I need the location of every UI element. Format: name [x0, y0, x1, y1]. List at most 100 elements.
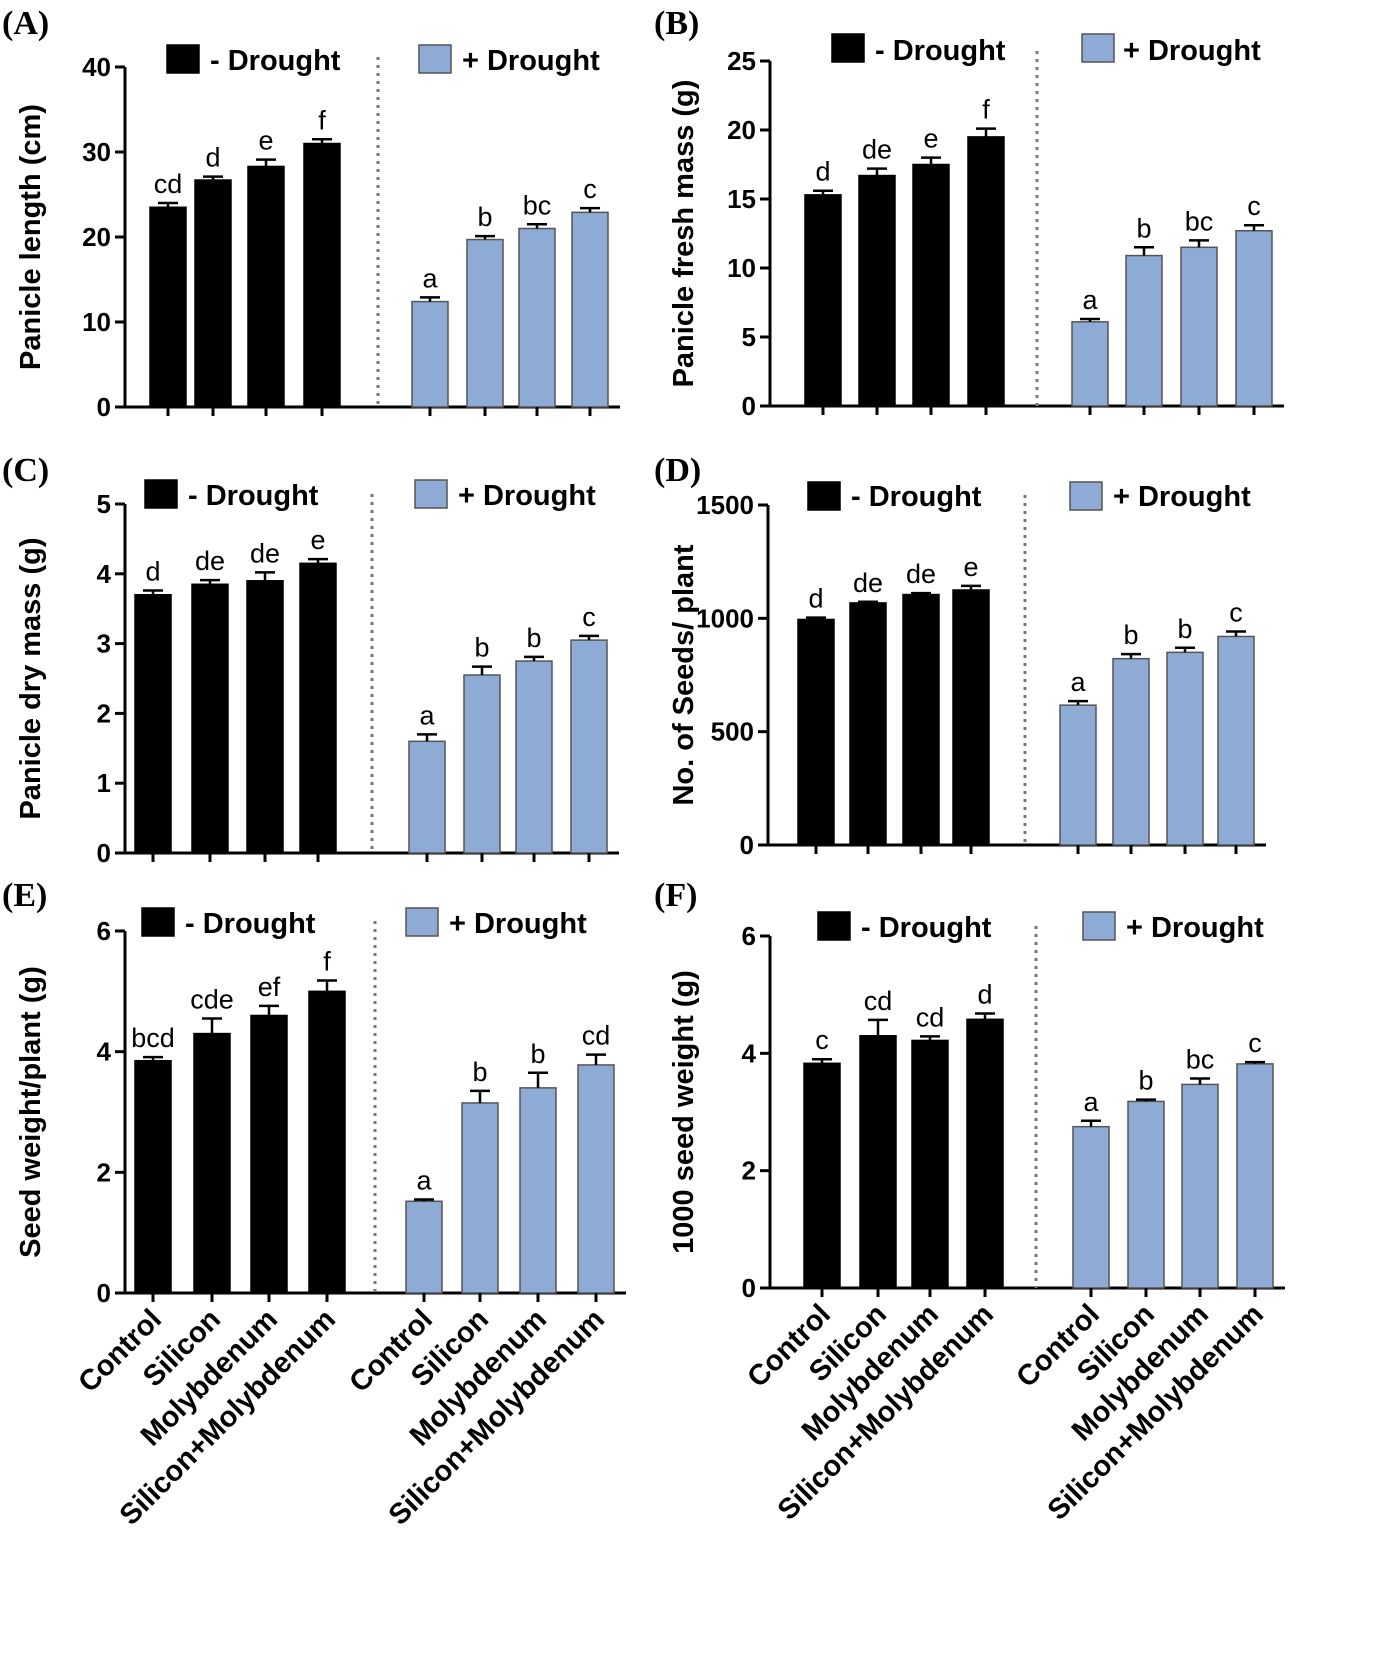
bar-no-drought-silicon-molybdenum	[952, 589, 990, 846]
significance-letter: cde	[190, 984, 234, 1014]
y-tick-label: 0	[97, 392, 111, 422]
y-tick-label: 500	[711, 717, 754, 747]
bar-drought-silicon-molybdenum	[1236, 1063, 1274, 1289]
y-tick-label: 0	[97, 1278, 111, 1308]
bar-drought-silicon-molybdenum	[1217, 635, 1255, 846]
y-tick-label: 1500	[696, 490, 754, 520]
bar-no-drought-silicon	[859, 1034, 897, 1289]
significance-letter: e	[310, 525, 325, 555]
panel-letter: (A)	[2, 5, 49, 42]
bar-no-drought-silicon	[194, 179, 232, 408]
significance-letter: b	[1138, 1066, 1153, 1096]
significance-letter: a	[1082, 285, 1098, 315]
bar-drought-control	[405, 1200, 443, 1294]
bar-no-drought-control	[804, 194, 842, 407]
bar-no-drought-molybdenum	[246, 580, 284, 854]
legend-swatch-drought	[418, 44, 452, 74]
significance-letter: f	[318, 105, 326, 135]
significance-letter: a	[419, 700, 435, 730]
bar-drought-molybdenum	[515, 660, 553, 854]
bar-drought-silicon	[1127, 1100, 1165, 1289]
y-tick-label: 0	[742, 391, 756, 421]
panel-letter: (C)	[2, 452, 49, 489]
bar-no-drought-silicon	[858, 174, 896, 407]
significance-letter: b	[1177, 614, 1192, 644]
legend-label-no-drought: - Drought	[861, 912, 992, 944]
legend-swatch-drought	[405, 907, 439, 937]
significance-letter: de	[250, 538, 280, 568]
legend-label-no-drought: - Drought	[210, 45, 341, 77]
bar-drought-molybdenum	[519, 1087, 557, 1294]
bar-drought-silicon-molybdenum	[570, 639, 608, 854]
significance-letter: c	[1229, 597, 1243, 627]
significance-letter: bc	[1186, 1045, 1215, 1075]
bar-drought-silicon	[461, 1102, 499, 1294]
legend-swatch-no-drought	[141, 907, 175, 937]
legend-label-no-drought: - Drought	[188, 480, 319, 512]
bar-drought-silicon-molybdenum	[571, 211, 609, 408]
legend-label-drought: + Drought	[1126, 912, 1264, 944]
significance-letter: d	[815, 157, 830, 187]
y-tick-label: 10	[82, 307, 111, 337]
significance-letter: a	[422, 263, 438, 293]
bar-no-drought-silicon	[191, 583, 229, 854]
bar-drought-silicon-molybdenum	[1235, 229, 1273, 407]
significance-letter: e	[923, 124, 938, 154]
bar-no-drought-silicon-molybdenum	[966, 1018, 1004, 1289]
y-axis-label: 1000 seed weight (g)	[668, 970, 700, 1254]
significance-letter: d	[808, 584, 823, 614]
bar-drought-control	[1072, 1125, 1110, 1289]
legend-swatch-drought	[1069, 481, 1103, 511]
panel-letter: (B)	[654, 5, 699, 42]
bar-no-drought-control	[803, 1062, 841, 1289]
significance-letter: b	[526, 623, 541, 653]
panel-letter: (F)	[654, 877, 697, 914]
legend-label-drought: + Drought	[458, 480, 596, 512]
y-axis-label: Seed weight/plant (g)	[15, 966, 47, 1258]
bar-drought-control	[408, 740, 446, 854]
bar-drought-control	[1059, 704, 1097, 846]
bar-drought-silicon	[463, 674, 501, 854]
y-tick-label: 4	[97, 559, 112, 589]
bar-drought-molybdenum	[1180, 246, 1218, 407]
significance-letter: c	[583, 174, 597, 204]
significance-letter: c	[815, 1025, 829, 1055]
bar-no-drought-silicon-molybdenum	[967, 136, 1005, 407]
significance-letter: b	[474, 633, 489, 663]
bar-no-drought-control	[134, 1059, 172, 1294]
bar-no-drought-molybdenum	[902, 593, 940, 846]
significance-letter: bcd	[131, 1023, 175, 1053]
bar-no-drought-control	[134, 593, 172, 854]
legend-swatch-no-drought	[817, 911, 851, 941]
y-tick-label: 25	[727, 46, 756, 76]
significance-letter: b	[1123, 620, 1138, 650]
bar-drought-silicon	[466, 238, 504, 408]
significance-letter: b	[1136, 213, 1151, 243]
y-tick-label: 15	[727, 184, 756, 214]
y-tick-label: 20	[727, 115, 756, 145]
significance-letter: e	[258, 126, 273, 156]
bar-drought-molybdenum	[1166, 651, 1204, 846]
legend-label-no-drought: - Drought	[851, 481, 982, 513]
panel-letter: (D)	[654, 452, 701, 489]
significance-letter: a	[1070, 667, 1086, 697]
y-tick-label: 10	[727, 253, 756, 283]
bar-no-drought-molybdenum	[247, 165, 285, 408]
bar-no-drought-silicon-molybdenum	[308, 990, 346, 1294]
y-tick-label: 6	[97, 916, 111, 946]
significance-letter: de	[853, 568, 883, 598]
bar-drought-silicon	[1112, 657, 1150, 846]
significance-letter: d	[205, 143, 220, 173]
bar-drought-molybdenum	[518, 227, 556, 408]
legend-label-drought: + Drought	[1123, 35, 1261, 67]
y-tick-label: 2	[742, 1156, 756, 1186]
legend-label-drought: + Drought	[462, 45, 600, 77]
significance-letter: b	[477, 202, 492, 232]
significance-letter: c	[1248, 1028, 1262, 1058]
legend-label-no-drought: - Drought	[185, 908, 316, 940]
bar-no-drought-control	[149, 206, 187, 408]
y-tick-label: 0	[97, 838, 111, 868]
significance-letter: bc	[523, 190, 552, 220]
